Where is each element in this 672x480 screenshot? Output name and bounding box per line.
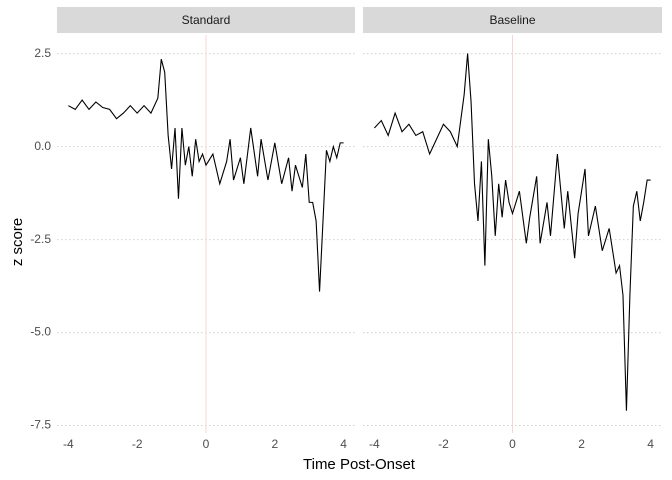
data-line <box>68 59 344 292</box>
facet-strip <box>363 7 662 33</box>
facet-title: Standard <box>182 13 231 27</box>
y-tick-label: -2.5 <box>30 232 51 246</box>
x-tick-label: 4 <box>647 437 654 451</box>
y-axis-title: z score <box>9 218 26 266</box>
y-tick-label: 2.5 <box>34 46 51 60</box>
x-tick-label: -4 <box>63 437 74 451</box>
y-tick-label: -5.0 <box>30 325 51 339</box>
facet-title: Baseline <box>489 13 535 27</box>
x-tick-label: 2 <box>578 437 585 451</box>
x-tick-label: 0 <box>203 437 210 451</box>
x-tick-label: 2 <box>271 437 278 451</box>
data-line <box>373 53 651 411</box>
x-tick-label: 4 <box>340 437 347 451</box>
x-tick-label: -4 <box>369 437 380 451</box>
x-tick-label: 0 <box>509 437 516 451</box>
y-tick-label: -7.5 <box>30 418 51 432</box>
x-axis-title: Time Post-Onset <box>303 456 416 473</box>
x-tick-label: -2 <box>132 437 143 451</box>
x-tick-label: -2 <box>438 437 449 451</box>
facet-strip <box>57 7 355 33</box>
y-tick-label: 0.0 <box>34 139 51 153</box>
